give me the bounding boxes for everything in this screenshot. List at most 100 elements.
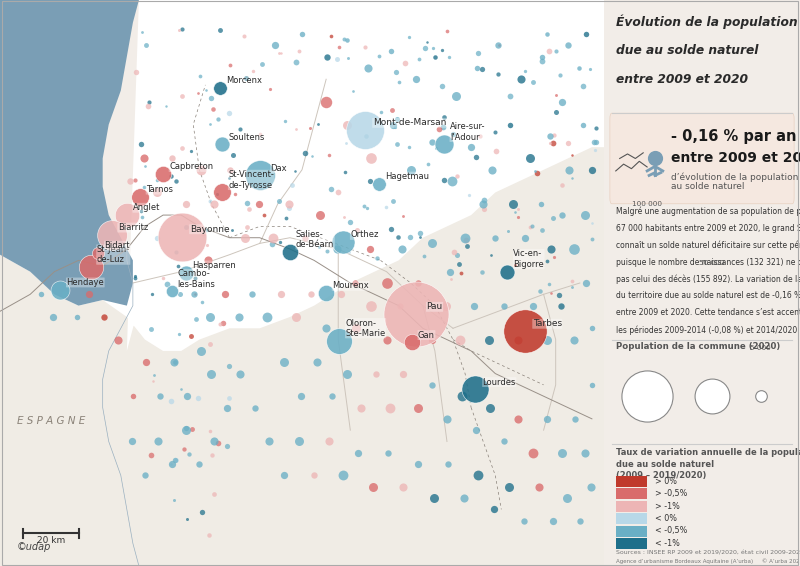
Text: au solde naturel: au solde naturel xyxy=(670,182,744,191)
Point xyxy=(274,237,287,246)
Point xyxy=(341,35,354,44)
Point xyxy=(477,199,490,208)
Text: Aire-sur-
l'Adour: Aire-sur- l'Adour xyxy=(450,122,486,142)
Text: Taux de variation annuelle de la population: Taux de variation annuelle de la populat… xyxy=(616,448,800,457)
Point xyxy=(290,312,302,321)
Point xyxy=(447,247,460,256)
Point xyxy=(468,301,481,310)
Point xyxy=(427,44,440,53)
Point xyxy=(150,188,163,197)
Point xyxy=(397,369,410,378)
Point xyxy=(290,57,302,66)
Point xyxy=(135,28,148,37)
Text: Tarnos: Tarnos xyxy=(146,185,173,194)
Point xyxy=(547,131,560,140)
Point xyxy=(450,251,463,260)
Point xyxy=(138,471,151,480)
Point xyxy=(362,63,375,72)
Point xyxy=(330,54,343,63)
Text: < -0,5%: < -0,5% xyxy=(655,526,687,535)
Point xyxy=(402,142,415,151)
Point xyxy=(278,471,290,480)
Text: Hasparren: Hasparren xyxy=(192,261,236,270)
Point xyxy=(418,251,430,260)
Point xyxy=(241,222,254,231)
Point xyxy=(477,195,490,204)
Point xyxy=(333,336,346,345)
Point xyxy=(200,240,213,249)
Text: (2009 – 2019/2020): (2009 – 2019/2020) xyxy=(616,471,706,480)
Point xyxy=(380,278,393,288)
Point xyxy=(512,213,525,222)
Point xyxy=(454,335,466,344)
Point xyxy=(174,384,187,393)
Text: 67 000 habitants entre 2009 et 2020, le grand Sud-Aquitain: 67 000 habitants entre 2009 et 2020, le … xyxy=(616,224,800,233)
Point xyxy=(411,278,424,288)
Point xyxy=(545,245,558,254)
Point xyxy=(562,41,574,50)
Point xyxy=(325,32,338,41)
Point xyxy=(181,392,194,401)
Bar xyxy=(616,526,647,537)
Point xyxy=(178,445,190,454)
Text: Agence d’urbanisme Bordeaux Aquitaine (A’urba)     © A’urba 2022: Agence d’urbanisme Bordeaux Aquitaine (A… xyxy=(616,558,800,564)
Point xyxy=(370,369,382,378)
Point xyxy=(543,139,556,148)
Point xyxy=(138,183,150,192)
Point xyxy=(208,437,221,446)
Point xyxy=(380,203,393,212)
Point xyxy=(121,211,134,220)
Text: < -1%: < -1% xyxy=(655,539,680,548)
Point xyxy=(164,460,177,469)
Point xyxy=(476,65,489,74)
Point xyxy=(296,29,309,38)
Point xyxy=(196,297,209,306)
Text: Pau: Pau xyxy=(426,302,442,311)
Point xyxy=(503,91,516,100)
Point xyxy=(442,52,455,61)
Text: Dax: Dax xyxy=(270,164,287,173)
Point xyxy=(332,188,345,197)
Text: Tarbes: Tarbes xyxy=(533,319,562,328)
Point xyxy=(202,256,214,265)
Point xyxy=(540,335,553,344)
Point xyxy=(165,171,178,181)
Point xyxy=(203,340,216,349)
Point xyxy=(526,301,539,310)
Text: due au solde naturel: due au solde naturel xyxy=(616,44,758,57)
Point xyxy=(365,301,378,310)
Point xyxy=(550,46,562,55)
Point xyxy=(150,233,163,242)
Point xyxy=(354,403,367,412)
Point xyxy=(326,392,338,401)
Text: Gan: Gan xyxy=(418,331,435,340)
Point xyxy=(390,140,403,149)
Point xyxy=(540,257,553,266)
Text: Mont-de-Marsan: Mont-de-Marsan xyxy=(373,118,446,127)
Text: due au solde naturel: due au solde naturel xyxy=(616,460,714,469)
Point xyxy=(535,57,548,66)
Point xyxy=(338,35,350,44)
Text: connaît un solde naturel déficitaire sur cette période: connaît un solde naturel déficitaire sur… xyxy=(616,241,800,250)
Point xyxy=(441,414,454,423)
Text: Capbreton: Capbreton xyxy=(169,162,214,171)
Text: puisque le nombre de naissances (132 321) ne compense: puisque le nombre de naissances (132 321… xyxy=(616,258,800,267)
Point xyxy=(418,44,431,53)
Point xyxy=(222,173,235,182)
Point xyxy=(567,335,580,344)
Point xyxy=(194,346,207,355)
Point xyxy=(167,358,180,367)
Point xyxy=(146,376,159,385)
Point xyxy=(566,173,579,182)
Point xyxy=(488,505,501,514)
Point xyxy=(433,125,446,134)
Point xyxy=(312,242,325,251)
Point xyxy=(518,516,530,525)
Text: d’évolution de la population due: d’évolution de la population due xyxy=(670,173,800,182)
Point xyxy=(453,260,466,269)
Point xyxy=(261,312,274,321)
Point xyxy=(437,113,450,122)
Point xyxy=(498,437,510,446)
Point xyxy=(373,52,386,61)
Point xyxy=(335,290,348,299)
